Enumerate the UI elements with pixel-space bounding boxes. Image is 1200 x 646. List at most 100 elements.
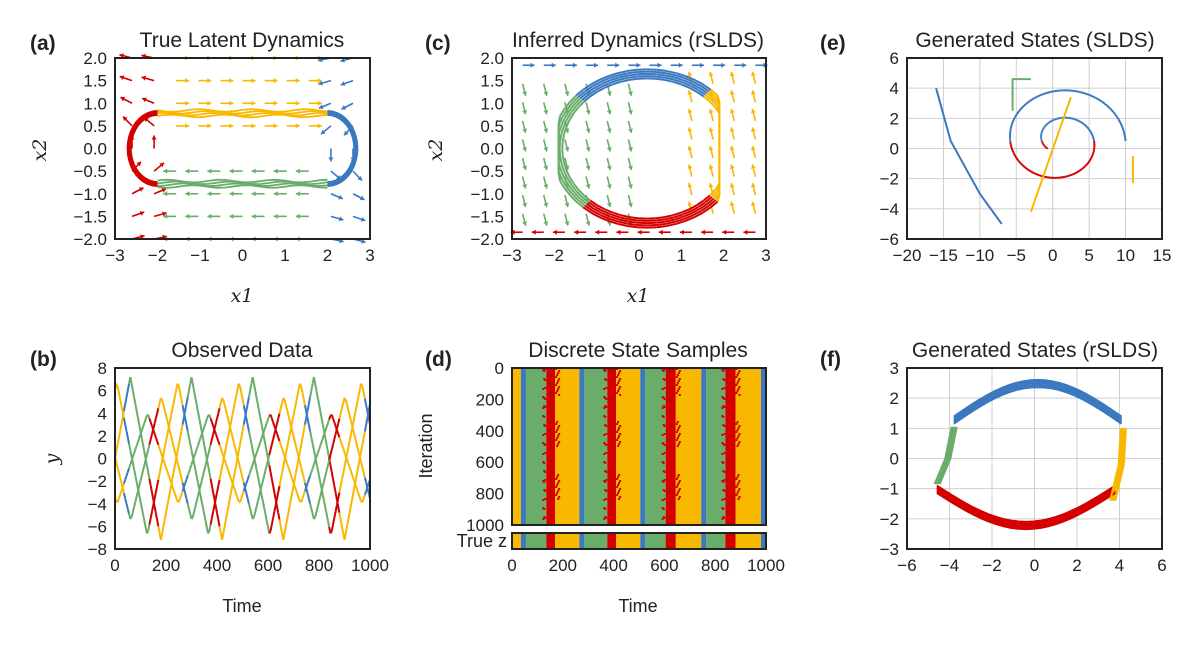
trajectory-segment [1070,173,1073,177]
field-arrow-head [318,80,323,86]
field-arrow-head [679,229,684,235]
trajectory-segment [691,82,701,89]
sample-speck [616,478,619,480]
series-dim3-segment [314,511,318,518]
sample-speck [543,481,546,483]
series-dim2-segment [302,398,306,406]
state-band-yellow [675,368,702,525]
series-dim1-segment [153,505,157,513]
sample-speck [661,434,664,436]
series-dim4-segment [214,433,218,438]
series-dim2-segment [269,524,273,532]
trajectory-segment [608,217,619,223]
series-dim1-segment [124,397,128,405]
series-dim2-segment [311,443,315,451]
ytick-label: −2.0 [73,230,107,249]
sample-speck [735,423,738,425]
series-dim2-segment [357,389,361,397]
sample-speck [662,462,665,464]
series-dim2-segment [246,424,250,432]
sample-speck [736,484,739,486]
series-dim4-segment [339,440,343,446]
ytick-label: 4 [98,404,107,423]
field-arrow-head [543,202,549,208]
sample-speck [557,443,560,445]
series-dim1-segment [259,417,263,425]
sample-speck [663,433,666,435]
series-dim1-segment [252,383,257,391]
sample-speck [735,376,738,378]
ytick-label: 2 [890,389,899,408]
series-dim4-segment [233,489,238,495]
series-dim2-segment [293,402,298,410]
trajectory-blue [953,384,1123,423]
sample-speck [675,376,678,378]
field-arrow-head [163,191,168,197]
trajectory-segment [617,70,628,75]
series-dim2-segment [238,385,243,393]
series-dim1-segment [319,410,323,418]
trajectory-green [934,426,954,485]
series-dim1-segment [214,505,218,513]
series-dim2-segment [310,437,314,444]
sample-speck [723,444,726,446]
field-arrow-head [163,213,168,219]
sample-speck [617,476,620,478]
xtick-label: 3 [761,246,770,265]
sample-speck [616,392,619,394]
sample-speck [619,441,622,443]
true-state-yellow [512,533,521,549]
series-dim4-segment [353,482,357,487]
series-dim4-segment [247,471,252,477]
trajectory-segment [561,133,566,142]
sample-speck [604,508,607,510]
series-dim4-segment [162,459,166,465]
trajectory-segment [1076,119,1079,122]
series-dim4-segment [138,434,142,439]
series-dim3-segment [122,492,127,499]
series-dim3-segment [157,402,161,409]
field-arrow-head [295,78,300,84]
series-dim4-segment [309,471,313,477]
trajectory-segment [566,177,573,186]
sample-speck [542,518,545,520]
field-arrow-head [564,146,570,152]
field-arrow-head [585,128,591,133]
sample-speck [616,494,619,496]
series-dim4-segment [196,441,201,447]
series-dim4-segment [227,470,231,476]
trajectory-segment [560,171,566,180]
series-dim1-segment [349,499,354,507]
series-dim2-segment [120,405,124,412]
sample-speck [676,421,679,423]
series-dim1-segment [228,492,233,500]
xtick-label: 0 [1030,556,1039,575]
sample-speck [604,416,607,418]
series-dim2-segment [361,385,365,393]
series-dim2-segment [237,383,241,387]
series-dim1-segment [275,505,280,513]
series-dim3-segment [279,402,283,409]
sample-speck [555,494,558,496]
series-dim4-segment [185,475,189,481]
series-dim3-segment [307,498,312,504]
series-dim4-segment [124,475,128,481]
trajectory-segment [573,97,581,106]
series-dim2-segment [278,479,282,487]
trajectory-segment [620,78,630,83]
series-dim4-segment [209,418,213,423]
series-dim4-segment [312,460,317,465]
ytick-label: 0 [98,450,107,469]
trajectory-segment [1082,122,1086,126]
trajectory-segment [593,208,603,215]
series-dim2-segment [240,392,244,400]
field-arrow-head [142,97,147,103]
field-arrow-head [295,191,300,197]
trajectory-segment [1081,166,1085,170]
series-dim4-segment [256,445,261,450]
field-arrow-head [343,130,349,136]
trajectory-segment [680,83,690,89]
trajectory-segment [1024,102,1029,106]
series-dim1-segment [288,499,292,507]
